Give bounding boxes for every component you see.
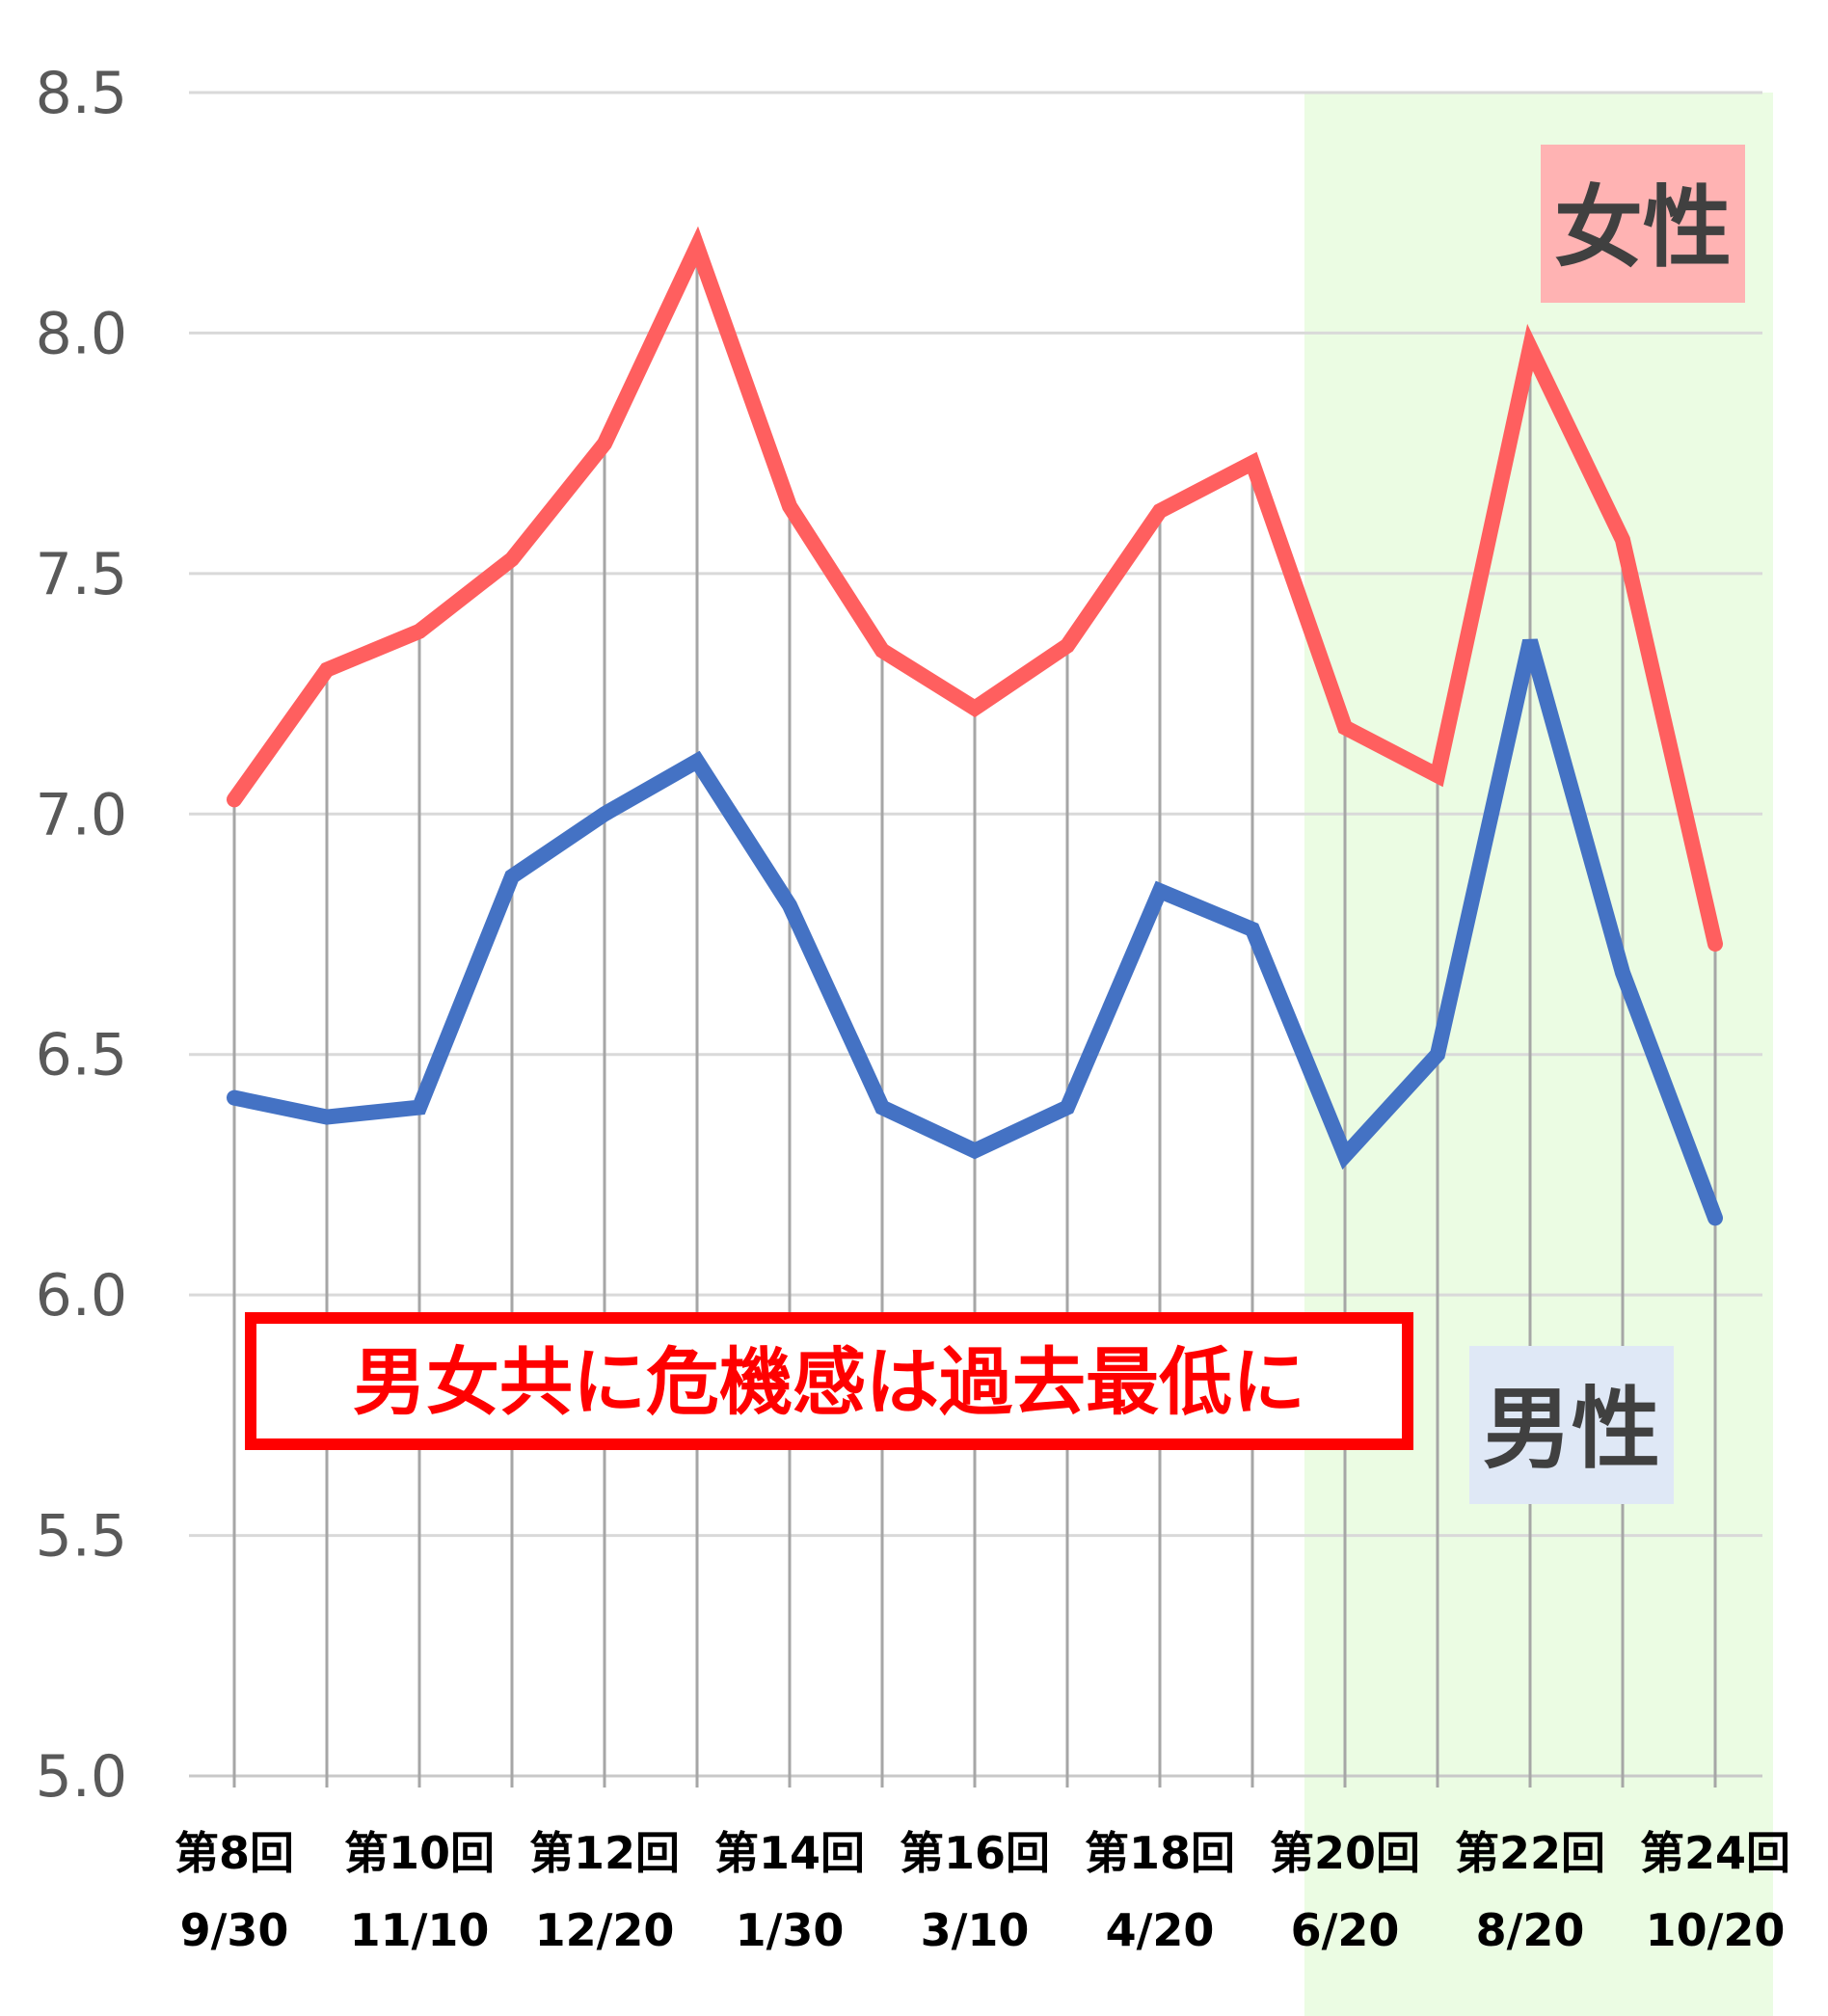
x-tick-round: 第20回 [1270, 1827, 1420, 1879]
x-tick-date: 12/20 [535, 1904, 675, 1956]
x-tick-date: 11/10 [350, 1904, 490, 1956]
y-axis-ticks: 5.0 5.5 6.0 6.5 7.0 7.5 8.0 8.5 [36, 60, 127, 1811]
series-line-female [227, 226, 1723, 952]
x-tick-round: 第18回 [1085, 1827, 1235, 1879]
y-tick-label: 6.5 [36, 1022, 127, 1089]
y-tick-label: 8.0 [36, 300, 127, 367]
y-tick-label: 7.0 [36, 781, 127, 848]
x-tick-date: 4/20 [1106, 1904, 1215, 1956]
legend-female-label: 女性 [1554, 176, 1732, 280]
legend-male: 男性 [1469, 1346, 1674, 1504]
callout-text: 男女共に危機感は過去最低に [353, 1339, 1305, 1425]
series-line-male [227, 638, 1723, 1226]
y-tick-label: 7.5 [36, 541, 127, 608]
x-tick-date: 1/30 [736, 1904, 845, 1956]
gridlines [189, 91, 1762, 1788]
x-tick-round: 第14回 [714, 1827, 865, 1879]
y-tick-label: 8.5 [36, 60, 127, 127]
x-tick-date: 8/20 [1476, 1904, 1585, 1956]
x-tick-round: 第22回 [1455, 1827, 1605, 1879]
x-tick-date: 10/20 [1646, 1904, 1786, 1956]
y-tick-label: 6.0 [36, 1262, 127, 1330]
legend-male-box [1469, 1346, 1674, 1504]
y-tick-label: 5.0 [36, 1743, 127, 1811]
callout: 男女共に危機感は過去最低に [245, 1312, 1413, 1450]
x-tick-round: 第8回 [175, 1827, 294, 1879]
legend-male-label: 男性 [1483, 1378, 1660, 1481]
x-tick-date: 9/30 [180, 1904, 289, 1956]
x-tick-round: 第12回 [529, 1827, 680, 1879]
x-tick-date: 6/20 [1291, 1904, 1400, 1956]
x-tick-round: 第10回 [344, 1827, 495, 1879]
x-tick-round: 第16回 [900, 1827, 1050, 1879]
legend-female: 女性 [1541, 145, 1745, 303]
series-lines [227, 226, 1723, 1226]
x-axis-ticks: 第8回 9/30 第10回 11/10 第12回 12/20 第14回 1/30 第16回 3/1… [175, 1827, 1790, 1956]
x-tick-round: 第24回 [1640, 1827, 1790, 1879]
y-tick-label: 5.5 [36, 1503, 127, 1571]
x-tick-date: 3/10 [921, 1904, 1030, 1956]
legend-female-box [1541, 145, 1745, 303]
callout-box [245, 1312, 1413, 1450]
